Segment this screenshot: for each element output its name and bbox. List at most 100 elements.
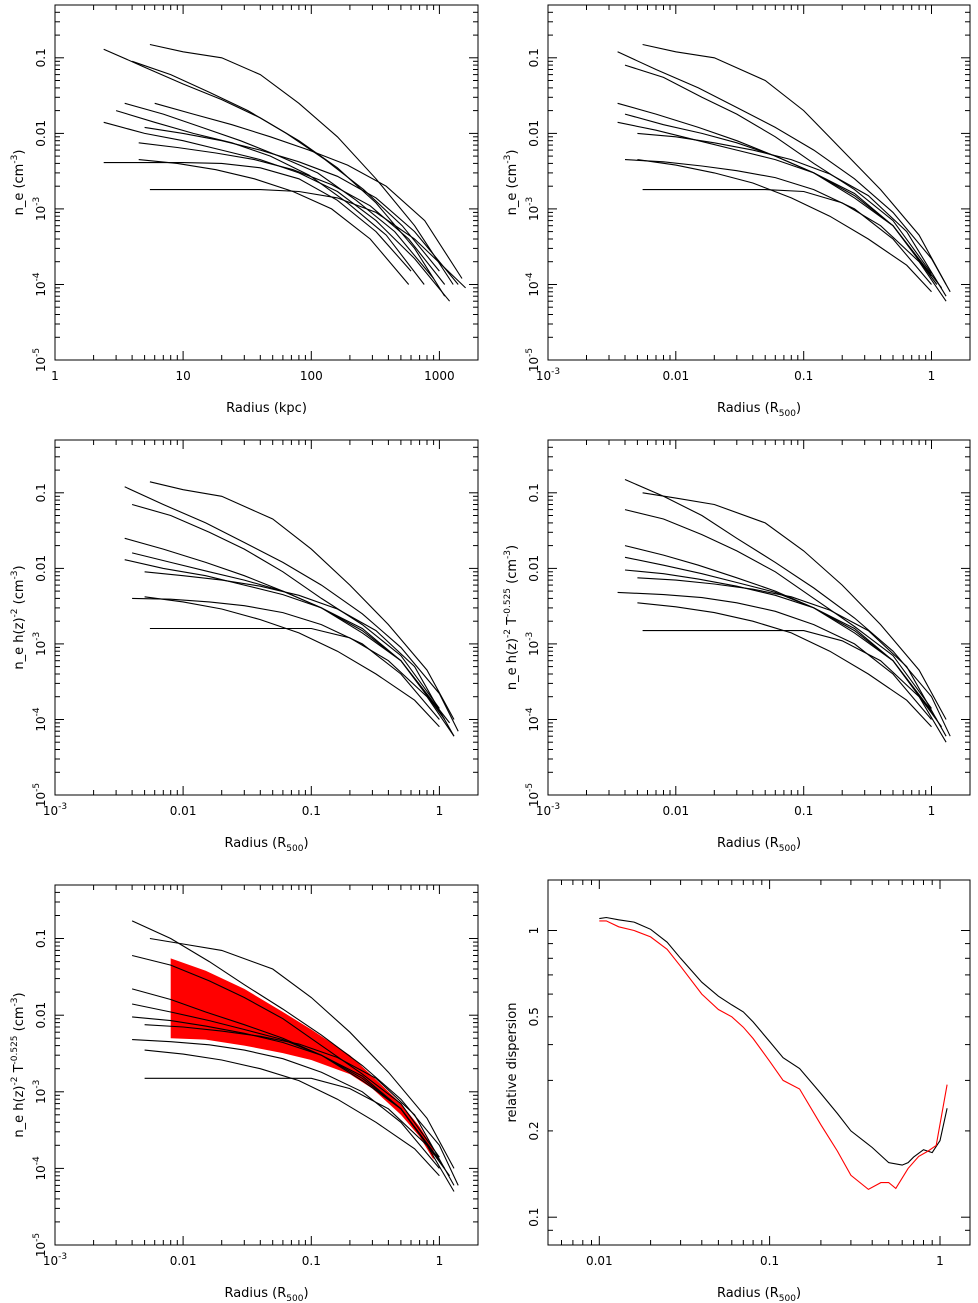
series-line-0 xyxy=(642,43,947,285)
panel-middle-left: 10-3 0.01 0.1 1 10-5 10-4 10-3 0.01 0.1 Radius (R… xyxy=(10,439,479,854)
x-tick-label: 1 xyxy=(928,369,936,383)
y-tick-label: 0.01 xyxy=(34,555,48,582)
series-line-7 xyxy=(138,142,446,285)
series-line-1 xyxy=(617,51,951,293)
x-tick-label: 10-3 xyxy=(43,802,67,818)
panel-middle-right: 10-3 0.01 0.1 1 10-5 10-4 10-3 0.01 0.1 Radius (R… xyxy=(503,439,971,854)
y-tick-label: 0.1 xyxy=(527,1208,541,1227)
x-tick-label: 10-3 xyxy=(43,1252,67,1268)
series-line-1 xyxy=(124,486,459,732)
panel-bottom-right: 0.01 0.1 1 0.1 0.2 0.5 1 Radius (R500) relative … xyxy=(505,879,971,1303)
series-line-8 xyxy=(642,630,947,743)
series-line-5 xyxy=(124,559,451,724)
x-tick-label: 100 xyxy=(300,369,323,383)
series-line-7 xyxy=(617,591,932,720)
series-line-10 xyxy=(138,159,410,285)
y-tick-label: 10-5 xyxy=(32,1233,48,1257)
panel-top-left: 1 10 100 1000 10-5 10-4 10-3 0.01 0.1 Radius (kpc… xyxy=(10,4,479,416)
y-tick-label: 10-3 xyxy=(32,632,48,656)
panel-bottom-left: 10-3 0.01 0.1 1 10-5 10-4 10-3 0.01 0.1 Radius (R… xyxy=(10,884,479,1303)
series-line-7 xyxy=(132,1039,440,1169)
y-tick-label: 10-4 xyxy=(525,707,541,732)
dispersion-band xyxy=(170,958,434,1160)
x-tick-label: 0.1 xyxy=(302,804,321,818)
series-line-4 xyxy=(115,110,425,285)
series-line-9 xyxy=(637,602,932,728)
series-line-9 xyxy=(144,596,440,728)
series-line-1 xyxy=(131,920,459,1186)
y-tick-label: 0.01 xyxy=(527,120,541,147)
x-tick-label: 0.1 xyxy=(760,1254,779,1268)
series-line-0 xyxy=(149,43,454,285)
x-axis-label: Radius (R500) xyxy=(224,836,308,854)
y-tick-label: 10-5 xyxy=(32,348,48,372)
series-line-6 xyxy=(144,571,455,737)
series-line-5 xyxy=(624,569,943,728)
plot-frame xyxy=(547,879,971,1246)
y-tick-label: 0.1 xyxy=(527,48,541,67)
x-tick-label: 0.1 xyxy=(794,804,813,818)
series-line-1 xyxy=(624,478,951,737)
y-tick-label: 10-4 xyxy=(32,272,48,297)
series-line-4 xyxy=(131,552,440,712)
y-tick-label: 0.01 xyxy=(34,1002,48,1029)
x-tick-label: 10-3 xyxy=(536,802,560,818)
y-tick-label: 10-4 xyxy=(32,1156,48,1181)
x-tick-label: 1 xyxy=(51,369,59,383)
y-axis-label: n_e h(z)-2 (cm-3) xyxy=(10,565,27,669)
y-axis-label: n_e h(z)-2 T-0.525 (cm-3) xyxy=(10,992,27,1137)
series-line-6 xyxy=(637,577,947,737)
y-tick-label: 1 xyxy=(527,927,541,935)
series-line-9 xyxy=(637,159,932,293)
series-line-3 xyxy=(617,102,938,285)
y-tick-label: 10-3 xyxy=(32,197,48,221)
series-line-11 xyxy=(154,102,463,279)
series-line-2 xyxy=(624,509,932,709)
y-tick-label: 10-5 xyxy=(32,783,48,807)
series-line-0 xyxy=(642,492,947,720)
series-line-1 xyxy=(599,920,948,1191)
x-tick-label: 1 xyxy=(936,1254,944,1268)
y-tick-label: 10-3 xyxy=(525,197,541,221)
y-tick-label: 0.01 xyxy=(527,555,541,582)
x-tick-label: 1 xyxy=(436,804,444,818)
series-line-3 xyxy=(624,545,938,720)
y-tick-label: 10-4 xyxy=(525,272,541,297)
y-tick-label: 0.1 xyxy=(34,48,48,67)
y-tick-label: 0.01 xyxy=(34,120,48,147)
series-line-0 xyxy=(149,937,455,1169)
y-tick-label: 10-5 xyxy=(525,783,541,807)
series-line-2 xyxy=(624,64,932,274)
series-line-8 xyxy=(642,189,947,302)
x-tick-label: 0.01 xyxy=(662,369,689,383)
plot-frame xyxy=(547,4,971,361)
series-line-2 xyxy=(131,60,440,272)
x-tick-label: 0.1 xyxy=(302,1254,321,1268)
x-tick-label: 0.01 xyxy=(170,1254,197,1268)
x-tick-label: 0.01 xyxy=(170,804,197,818)
x-tick-label: 0.1 xyxy=(794,369,813,383)
x-tick-label: 1 xyxy=(436,1254,444,1268)
plot-frame xyxy=(54,4,479,361)
y-tick-label: 0.5 xyxy=(527,1007,541,1026)
series-line-4 xyxy=(131,1003,440,1161)
series-line-4 xyxy=(624,556,932,712)
x-tick-label: 10-3 xyxy=(536,367,560,383)
series-line-7 xyxy=(132,597,440,720)
series-line-7 xyxy=(624,159,932,285)
series-line-6 xyxy=(637,132,947,297)
series-line-2 xyxy=(131,503,440,709)
series-line-6 xyxy=(144,1024,455,1186)
y-tick-label: 0.1 xyxy=(527,483,541,502)
x-tick-label: 1 xyxy=(928,804,936,818)
x-axis-label: Radius (R500) xyxy=(224,1286,308,1303)
y-tick-label: 0.2 xyxy=(527,1121,541,1140)
x-axis-label: Radius (R500) xyxy=(717,401,801,419)
series-line-6 xyxy=(144,126,459,285)
x-axis-label: Radius (kpc) xyxy=(226,401,307,416)
y-tick-label: 10-3 xyxy=(32,1080,48,1104)
plot-frame xyxy=(54,439,479,796)
series-line-9 xyxy=(144,1049,440,1177)
y-axis-label: n_e (cm-3) xyxy=(503,150,520,216)
